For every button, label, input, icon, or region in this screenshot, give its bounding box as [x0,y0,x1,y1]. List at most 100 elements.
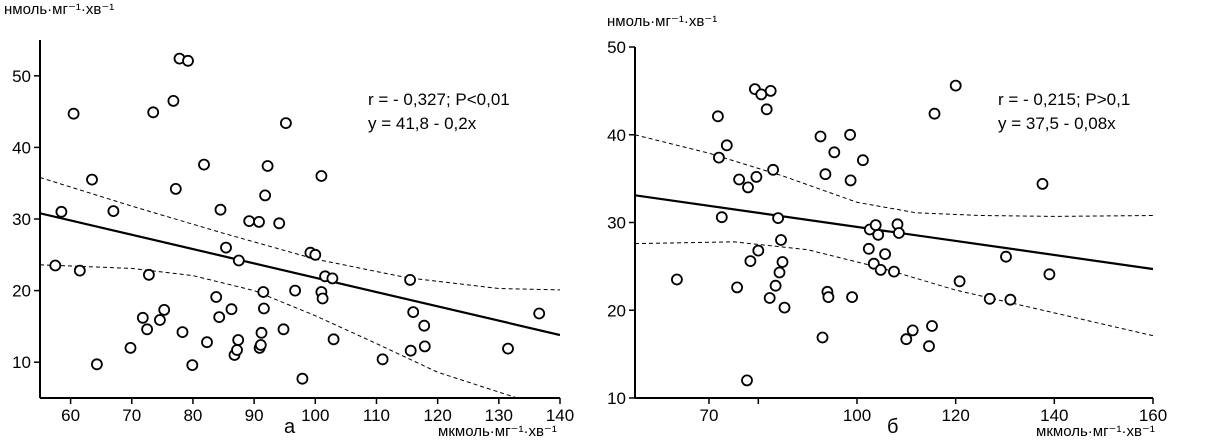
data-point [906,324,919,337]
data-point [86,173,98,186]
x-tick-label: 100 [843,406,871,425]
scatter-plot-a: 10 20 30 40 50 60 70 80 90 100 110 120 130 140 [12,40,574,425]
data-point [91,358,103,371]
data-point [407,306,420,319]
correlation-text: r = - 0,215; P>0,1 [998,90,1131,109]
data-point [327,333,340,346]
data-point [141,323,154,336]
data-point [869,219,882,232]
data-point [176,326,189,339]
data-point [949,79,962,92]
data-point [879,248,892,261]
data-point [404,273,417,286]
data-point [752,244,765,257]
x-tick-label: 160 [1139,406,1167,425]
data-point [772,212,785,225]
data-point [182,54,194,67]
data-point [742,181,754,194]
data-point [376,353,389,366]
data-point [776,256,789,268]
data-point [1036,177,1049,190]
data-point [846,291,859,304]
x-tick-label: 70 [122,406,141,425]
x-tick-label: 140 [1040,406,1068,425]
data-point [225,303,238,316]
scatter-plot-b: 10 20 30 40 50 70 100 120 140 160 [607,38,1167,425]
correlation-text: r = - 0,327; P<0,01 [368,90,510,109]
y-tick-label: 40 [12,138,31,157]
x-tick-label: 60 [61,406,80,425]
data-point [533,307,546,320]
data-point [255,326,268,339]
chart-panel-b: нмоль·мг⁻¹·хв⁻¹ 10 20 30 40 50 70 100 120 140 160… [600,0,1205,442]
data-point [767,163,780,176]
data-point [213,311,226,324]
data-point [232,254,245,267]
panel-label: а [284,416,296,438]
data-point [136,311,149,324]
data-point [186,359,199,372]
data-point [316,292,329,305]
data-point [309,248,322,261]
y-tick-label: 10 [12,353,31,372]
data-point [418,340,431,353]
data-point [778,301,791,314]
y-tick-label: 20 [607,301,626,320]
confidence-band-lower [635,241,1153,337]
data-point [816,331,829,344]
x-tick-label: 120 [941,406,969,425]
x-tick-label: 130 [485,406,513,425]
y-tick-label: 30 [12,210,31,229]
data-point [720,139,733,152]
y-tick-label: 30 [607,214,626,233]
data-point [167,95,180,107]
x-tick-label: 140 [546,406,574,425]
panel-label: б [887,416,899,438]
x-tick-label: 120 [423,406,451,425]
chart-panel-a: нмоль·мг⁻¹·хв⁻¹ 10 20 30 40 50 60 70 80 90 100 110… [0,0,600,442]
data-point [254,339,267,351]
data-point [253,215,265,228]
y-tick-label: 50 [607,38,626,57]
data-point [828,146,841,159]
data-point [923,340,935,353]
data-point [198,158,210,171]
data-point [888,265,900,278]
data-point [147,106,160,119]
data-point [769,279,782,292]
data-point [874,263,887,276]
data-point [750,170,763,183]
data-point [856,154,869,167]
data-point [844,174,857,187]
y-tick-label: 10 [607,389,626,408]
data-point [744,255,757,268]
data-point [713,151,725,164]
data-point [153,314,166,326]
x-tick-label: 90 [245,406,264,425]
data-point [55,205,68,218]
y-tick-label: 20 [12,282,31,301]
data-point [819,168,832,181]
data-point [1000,250,1012,263]
data-point [326,272,339,285]
y-tick-label: 50 [12,67,31,86]
data-point [862,242,875,255]
data-point [289,284,302,297]
data-point [773,266,786,279]
data-point [124,341,137,354]
confidence-band-lower [40,264,518,398]
x-axis-label: мкмоль·мг⁻¹·хв⁻¹ [438,423,557,440]
data-point [73,264,86,277]
data-point [273,217,286,230]
data-point [671,273,683,286]
regression-equation: y = 41,8 - 0,2x [368,114,477,133]
data-point [502,342,514,355]
data-point [892,227,905,239]
regression-equation: y = 37,5 - 0,08x [998,114,1116,133]
data-point [210,291,223,303]
data-point [983,292,996,305]
data-point [232,334,245,346]
data-point [201,336,213,349]
data-point [315,170,328,182]
data-point [872,228,885,241]
